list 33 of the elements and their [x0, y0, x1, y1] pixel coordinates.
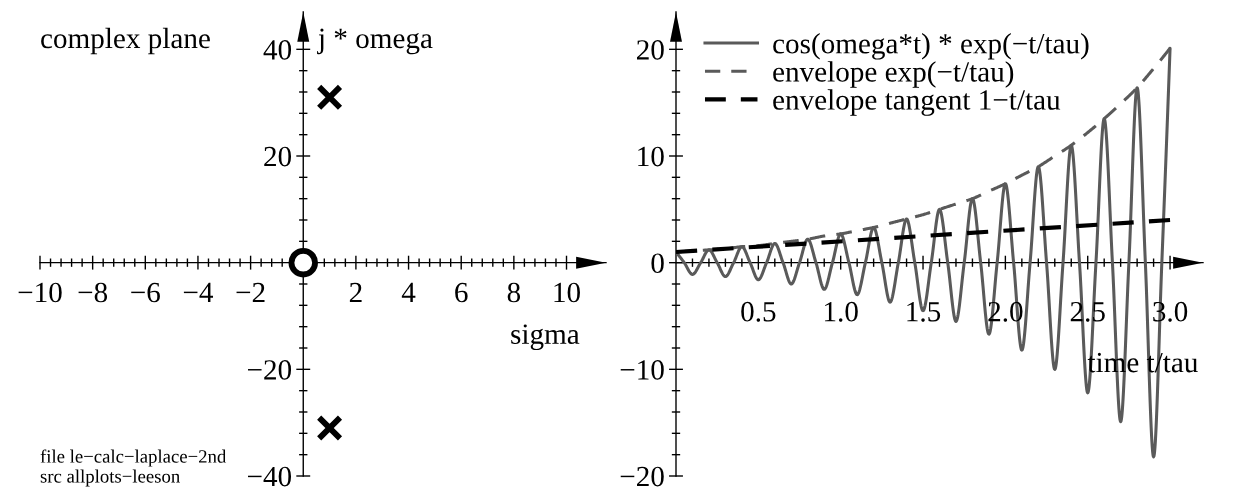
x-tick-label: 0.5 — [741, 301, 776, 322]
y-axis-title: j * omega — [317, 28, 433, 55]
y-tick-label: 40 — [263, 40, 292, 60]
point — [316, 414, 343, 442]
x-axis-title: sigma — [511, 324, 580, 351]
x-tick-label: 8 — [507, 282, 521, 303]
y-tick-label: −20 — [620, 466, 664, 487]
x-tick-label: 4 — [401, 282, 416, 303]
x-tick-label: 2 — [349, 282, 362, 303]
legend-label: cos(omega*t) * exp(−t/tau) — [773, 33, 1089, 60]
x-tick-label: −2 — [236, 282, 265, 303]
y-tick-label: −40 — [247, 466, 292, 487]
y-tick-label: 20 — [637, 40, 664, 60]
chart-title: complex plane — [41, 27, 210, 55]
annotation: file le−calc−laplace−2nd — [40, 449, 227, 467]
y-tick-label: −10 — [620, 360, 664, 380]
y-tick-label: 0 — [651, 253, 664, 274]
x-tick-label: −10 — [18, 282, 62, 303]
annotation: src allplots−leeson — [40, 469, 180, 487]
x-tick-label: 10 — [554, 282, 580, 303]
x-tick-label: −6 — [131, 282, 160, 303]
x-tick-label: −4 — [183, 282, 214, 303]
point — [288, 247, 318, 278]
x-tick-label: 6 — [455, 282, 468, 303]
legend-label: envelope tangent 1−t/tau — [773, 89, 1061, 116]
y-tick-label: −20 — [247, 360, 292, 380]
x-tick-label: 1.0 — [825, 301, 858, 322]
point — [316, 84, 343, 111]
x-tick-label: 1.5 — [907, 301, 941, 322]
y-tick-label: 10 — [638, 146, 664, 167]
legend-label: envelope exp(−t/tau) — [773, 61, 1014, 88]
x-tick-label: −8 — [78, 282, 108, 303]
y-tick-label: 20 — [264, 146, 292, 167]
